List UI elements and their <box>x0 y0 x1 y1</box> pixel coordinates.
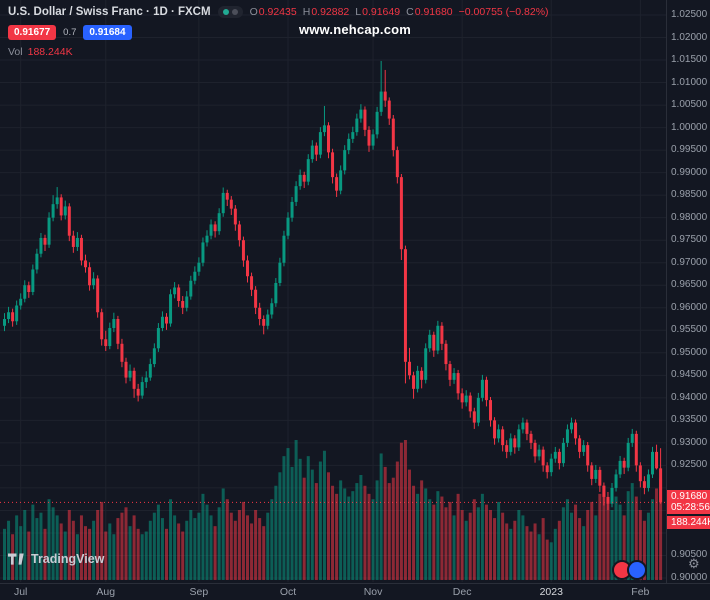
price-tick-label: 0.98500 <box>671 189 708 201</box>
volume-value: 188.244K <box>27 46 73 58</box>
buy-mini-button[interactable] <box>627 560 647 580</box>
tradingview-logo-text: TradingView <box>31 552 105 566</box>
market-status-pill[interactable] <box>217 6 243 18</box>
price-tick-label: 0.90000 <box>671 572 708 583</box>
current-price-badge: 0.91680 05:28:56 <box>667 490 710 515</box>
price-tick-label: 0.99500 <box>671 144 708 156</box>
price-tick-label: 0.95000 <box>671 346 708 358</box>
tradingview-logo-icon <box>8 553 24 565</box>
current-volume-badge: 188.244K <box>667 516 710 530</box>
price-tick-label: 0.95500 <box>671 324 708 336</box>
price-tick-label: 0.92500 <box>671 459 708 471</box>
price-tick-label: 1.02500 <box>671 9 708 20</box>
symbol-title[interactable]: U.S. Dollar / Swiss Franc · 1D · FXCM <box>8 6 211 18</box>
time-tick-label[interactable]: Aug <box>96 586 116 598</box>
time-tick-label[interactable]: Feb <box>631 586 650 598</box>
volume-series <box>3 440 663 580</box>
price-tick-label: 1.01500 <box>671 54 708 66</box>
price-tick-label: 0.94000 <box>671 391 708 403</box>
spread-value: 0.7 <box>63 27 77 38</box>
tradingview-logo[interactable]: TradingView <box>8 552 104 566</box>
price-tick-label: 0.98000 <box>671 211 708 223</box>
chart-canvas[interactable] <box>0 0 666 583</box>
price-tick-label: 0.96000 <box>671 301 708 313</box>
axis-settings-gear-icon[interactable]: ⚙ <box>688 556 700 571</box>
time-tick-label[interactable]: Dec <box>452 586 472 598</box>
volume-indicator-row: Vol 188.244K <box>8 46 549 58</box>
market-open-dot-icon <box>222 9 229 15</box>
price-tick-label: 0.96500 <box>671 279 708 291</box>
price-tick-label: 1.00500 <box>671 99 708 111</box>
open-value: 0.92435 <box>258 6 297 18</box>
time-tick-label[interactable]: Sep <box>189 586 209 598</box>
candlestick-series <box>3 60 663 510</box>
low-value: 0.91649 <box>362 6 401 18</box>
price-tick-label: 0.93000 <box>671 436 708 448</box>
price-tick-label: 1.02000 <box>671 31 708 43</box>
inactive-dot-icon <box>231 9 238 15</box>
close-value: 0.91680 <box>414 6 453 18</box>
sell-button[interactable]: 0.91677 <box>8 25 57 40</box>
price-tick-label: 0.94500 <box>671 369 708 381</box>
time-tick-label[interactable]: Jul <box>13 586 28 598</box>
watermark: www.nehcap.com <box>298 22 412 37</box>
price-tick-label: 0.97500 <box>671 234 708 246</box>
bar-countdown: 05:28:56 <box>671 502 710 514</box>
ohlc-values: O 0.92435 H 0.92882 L 0.91649 C 0.91680 −0.0… <box>249 6 549 18</box>
time-tick-label[interactable]: 2023 <box>539 586 563 598</box>
price-tick-label: 1.01000 <box>671 76 708 88</box>
time-tick-label[interactable]: Nov <box>363 586 383 598</box>
price-scale[interactable]: 1.02500 1.02000 1.01500 1.01000 1.00500 1.000… <box>666 0 710 583</box>
price-tick-label: 1.00000 <box>671 121 708 133</box>
current-price-value: 0.91680 <box>671 491 708 503</box>
price-tick-label: 0.93500 <box>671 414 708 426</box>
change-value: −0.00755 (−0.82%) <box>458 6 549 18</box>
price-tick-label: 0.90500 <box>671 549 708 561</box>
high-value: 0.92882 <box>311 6 350 18</box>
mini-trade-buttons <box>612 560 647 580</box>
time-tick-label[interactable]: Oct <box>279 586 297 598</box>
time-scale[interactable]: Jul Aug Sep Oct Nov Dec 2023 Feb <box>0 583 710 600</box>
chart-pane[interactable] <box>0 0 666 583</box>
price-tick-label: 0.97000 <box>671 256 708 268</box>
volume-label[interactable]: Vol <box>8 46 23 58</box>
price-tick-label: 0.99000 <box>671 166 708 178</box>
buy-button[interactable]: 0.91684 <box>83 25 132 40</box>
